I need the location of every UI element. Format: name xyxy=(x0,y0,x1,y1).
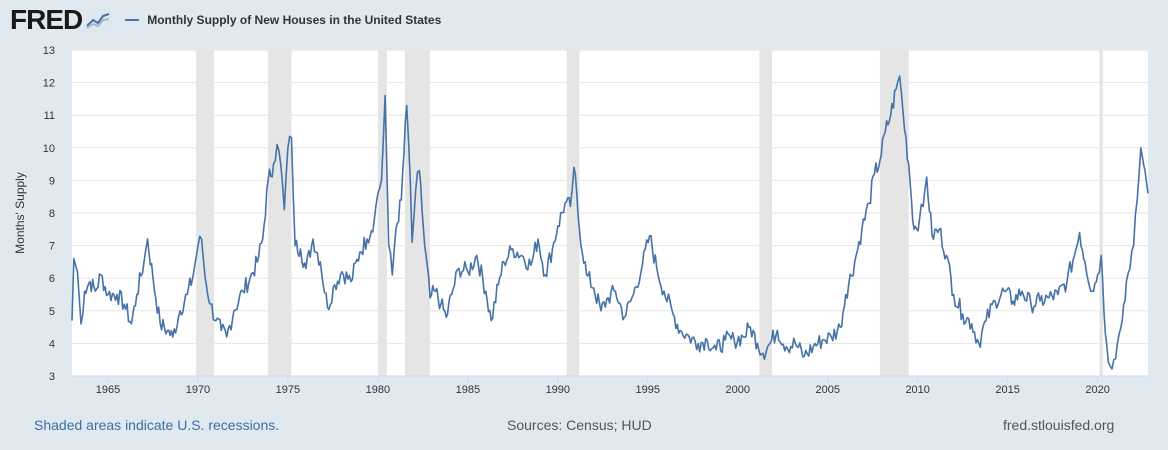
fred-chart-icon xyxy=(85,10,112,30)
y-tick-label: 13 xyxy=(43,45,55,57)
y-tick-label: 11 xyxy=(44,110,55,122)
gridlines xyxy=(72,49,1148,382)
y-tick-label: 6 xyxy=(49,273,55,285)
y-tick-labels: 3 4 5 6 7 8 9 10 11 12 13 xyxy=(43,45,55,383)
x-tick-label: 1980 xyxy=(366,384,390,396)
recession-note[interactable]: Shaded areas indicate U.S. recessions. xyxy=(34,417,280,433)
header: FRED Monthly Supply of New Houses in the… xyxy=(10,4,441,36)
y-tick-label: 5 xyxy=(49,306,55,318)
series-line[interactable] xyxy=(71,75,1149,370)
x-tick-label: 1975 xyxy=(276,384,300,396)
chart[interactable]: 3 4 5 6 7 8 9 10 11 12 13 1965 1970 1975 1980 1985 1990… xyxy=(0,0,1168,410)
y-tick-label: 4 xyxy=(49,338,55,350)
sources-text: Sources: Census; HUD xyxy=(507,417,652,433)
x-tick-label: 1985 xyxy=(456,384,480,396)
legend-line-swatch xyxy=(125,19,140,21)
y-tick-label: 9 xyxy=(49,175,55,187)
y-tick-label: 8 xyxy=(49,208,55,220)
x-tick-label: 1990 xyxy=(546,384,570,396)
x-tick-label: 2005 xyxy=(815,384,839,396)
x-tick-label: 2000 xyxy=(726,384,750,396)
site-link[interactable]: fred.stlouisfed.org xyxy=(1003,417,1115,433)
y-tick-label: 12 xyxy=(43,78,55,90)
y-tick-label: 3 xyxy=(49,371,55,383)
x-tick-label: 2020 xyxy=(1085,384,1109,396)
fred-logo[interactable]: FRED xyxy=(10,4,83,35)
x-tick-labels: 1965 1970 1975 1980 1985 1990 1995 2000 2005 2010… xyxy=(96,384,1110,396)
legend-series-name[interactable]: Monthly Supply of New Houses in the Unit… xyxy=(147,13,442,27)
x-tick-label: 1965 xyxy=(96,384,120,396)
y-tick-label: 10 xyxy=(43,143,55,155)
x-tick-label: 2015 xyxy=(995,384,1019,396)
x-tick-label: 1995 xyxy=(636,384,660,396)
x-tick-label: 2010 xyxy=(905,384,929,396)
y-axis-label: Months' Supply xyxy=(13,172,27,254)
x-tick-label: 1970 xyxy=(186,384,210,396)
y-tick-label: 7 xyxy=(49,241,55,253)
